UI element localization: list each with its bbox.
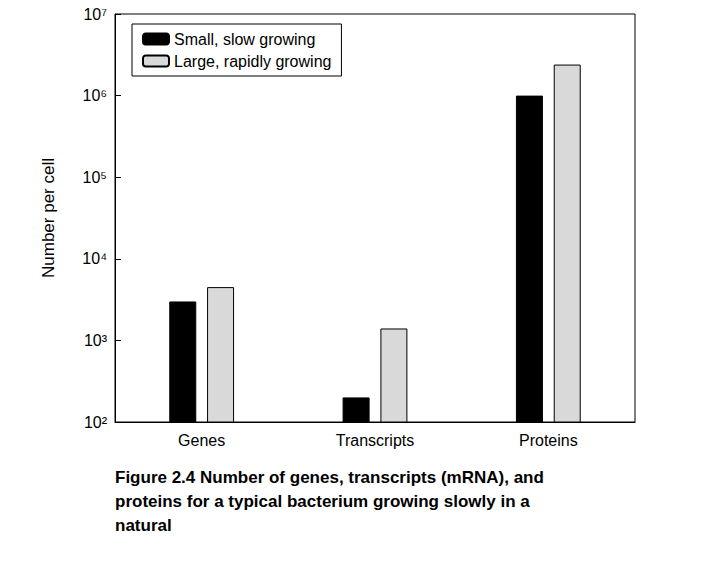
svg-text:Genes: Genes [178,432,225,449]
svg-text:Transcripts: Transcripts [336,432,415,449]
svg-text:10⁷: 10⁷ [83,6,107,23]
svg-text:10⁶: 10⁶ [83,87,107,104]
svg-text:10⁴: 10⁴ [82,250,107,267]
svg-text:Small, slow growing: Small, slow growing [174,31,315,48]
svg-text:10²: 10² [84,414,108,431]
svg-text:Proteins: Proteins [519,432,578,449]
html-text:Figure 2.4 Number of genes, tr: Figure 2.4 Number of genes, transcripts … [115,468,544,535]
svg-text:Large, rapidly growing: Large, rapidly growing [174,53,331,70]
svg-text:10³: 10³ [84,332,108,349]
svg-text:10⁵: 10⁵ [83,169,107,186]
svg-text:Number per cell: Number per cell [39,158,58,278]
